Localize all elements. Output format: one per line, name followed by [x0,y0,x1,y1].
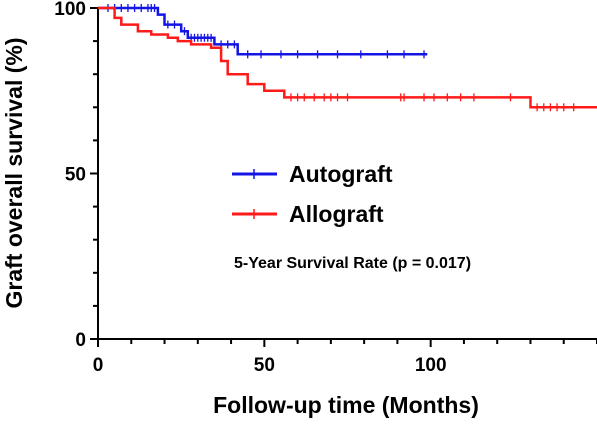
series-layer [98,4,597,112]
legend-label-autograft: Autograft [289,161,393,187]
series-line-allograft [98,6,597,109]
legend-item-allograft: Allograft [232,201,384,227]
plot-area: 0 50 100 0 50 100 [54,0,597,376]
annotation-survival-rate: 5-Year Survival Rate (p = 0.017) [234,255,471,272]
axes: 0 50 100 0 50 100 [54,0,597,376]
y-tick-label: 0 [75,330,86,351]
legend: Autograft Allograft [232,161,393,227]
series-allograft [98,6,597,112]
legend-label-allograft: Allograft [289,201,384,227]
x-tick-label: 100 [415,355,447,376]
y-axis-title: Graft overall survival (%) [1,38,27,309]
series-autograft [98,4,428,59]
legend-item-autograft: Autograft [232,161,393,187]
y-tick-label: 50 [65,165,86,186]
x-tick-label: 50 [254,355,275,376]
y-tick-label: 100 [54,0,86,20]
x-tick-label: 0 [93,355,104,376]
x-axis-title: Follow-up time (Months) [213,392,479,418]
